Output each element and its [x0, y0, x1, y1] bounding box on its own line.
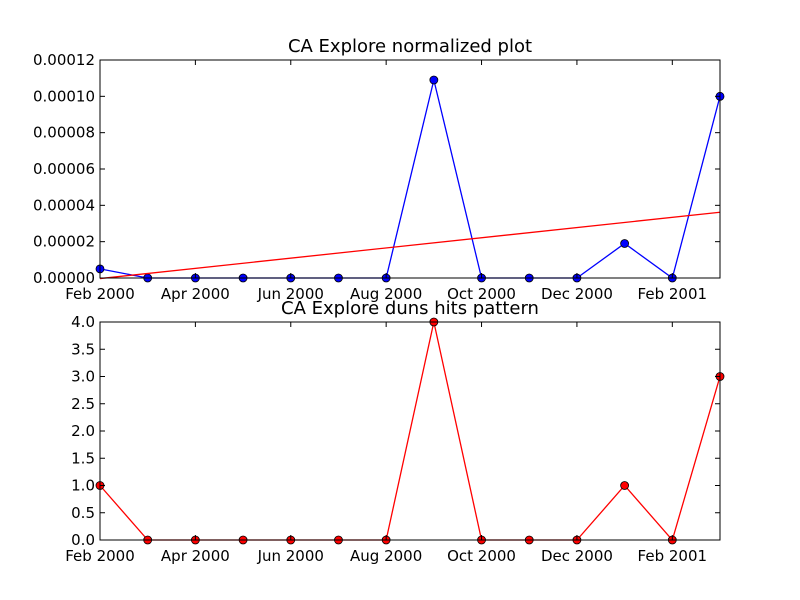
y-tick-label: 0.00000 [33, 269, 95, 287]
data-point [620, 481, 630, 490]
series-line [99, 79, 721, 280]
y-tick-label: 0.00008 [33, 124, 95, 142]
x-tick-label: Feb 2000 [65, 285, 135, 303]
x-tick-label: Aug 2000 [350, 285, 422, 303]
x-tick-label: Feb 2001 [638, 285, 708, 303]
x-tick-label: Apr 2000 [161, 547, 230, 565]
data-point [620, 239, 630, 248]
y-tick-label: 0.5 [71, 504, 95, 522]
chart-title: CA Explore duns hits pattern [281, 298, 539, 319]
y-tick-label: 0.00002 [33, 233, 95, 251]
x-tick-label: Oct 2000 [447, 285, 516, 303]
chart-normalized-plot: CA Explore normalized plot 0.00000 0.0000… [33, 36, 725, 303]
y-tick-label: 1.0 [71, 477, 95, 495]
y-tick-label: 0.00006 [33, 160, 95, 178]
x-tick-label: Dec 2000 [541, 547, 613, 565]
chart-title: CA Explore normalized plot [288, 36, 532, 57]
y-tick-label: 0.00012 [33, 51, 95, 69]
y-tick-label: 0.0 [71, 531, 95, 549]
y-tick-label: 2.0 [71, 422, 95, 440]
chart-duns-hits-pattern: CA Explore duns hits pattern 0.0 0.5 1.0 1.… [65, 298, 725, 565]
x-tick-label: Apr 2000 [161, 285, 230, 303]
x-tick-label: Jun 2000 [257, 547, 324, 565]
y-tick-label: 2.5 [71, 395, 95, 413]
y-tick-label: 3.0 [71, 368, 95, 386]
y-tick-label: 4.0 [71, 313, 95, 331]
x-tick-label: Jun 2000 [257, 285, 324, 303]
x-tick-label: Oct 2000 [447, 547, 516, 565]
y-tick-label: 1.5 [71, 449, 95, 467]
x-tick-label: Feb 2000 [65, 547, 135, 565]
x-tick-label: Dec 2000 [541, 285, 613, 303]
x-tick-label: Feb 2001 [638, 547, 708, 565]
y-tick-label: 0.00010 [33, 87, 95, 105]
y-tick-label: 3.5 [71, 340, 95, 358]
y-tick-label: 0.00004 [33, 196, 95, 214]
series-line [99, 321, 721, 542]
x-tick-label: Aug 2000 [350, 547, 422, 565]
data-point [429, 75, 439, 85]
series-line [99, 211, 721, 280]
